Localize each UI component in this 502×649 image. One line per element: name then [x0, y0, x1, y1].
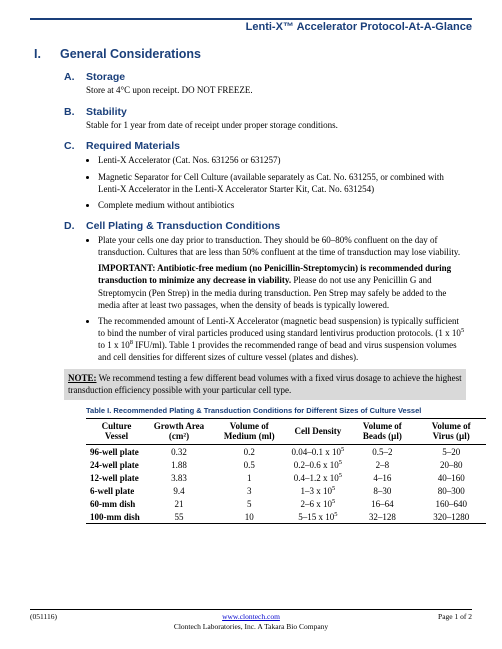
plating-list: Plate your cells one day prior to transd…	[86, 234, 466, 363]
h2-storage: A.Storage	[64, 71, 472, 83]
list-item: Complete medium without antibiotics	[98, 199, 466, 211]
note-box: NOTE: We recommend testing a few differe…	[64, 369, 466, 399]
storage-text: Store at 4°C upon receipt. DO NOT FREEZE…	[86, 85, 466, 97]
h1-general: I.General Considerations	[34, 47, 472, 61]
table-row: 100-mm dish55105–15 x 10532–128320–1280	[86, 510, 486, 524]
table-row: 60-mm dish2152–6 x 10516–64160–640	[86, 497, 486, 510]
table-row: 6-well plate9.431–3 x 1058–3080–300	[86, 484, 486, 497]
h2-plating: D.Cell Plating & Transduction Conditions	[64, 220, 472, 232]
h2-stability: B.Stability	[64, 106, 472, 118]
page-footer: (051116) www.clontech.com Page 1 of 2 Cl…	[30, 609, 472, 631]
h2-materials: C.Required Materials	[64, 140, 472, 152]
table-row: 24-well plate1.880.50.2–0.6 x 1052–820–8…	[86, 458, 486, 471]
materials-list: Lenti-X Accelerator (Cat. Nos. 631256 or…	[86, 154, 466, 211]
stability-text: Stable for 1 year from date of receipt u…	[86, 120, 466, 132]
footer-link[interactable]: www.clontech.com	[222, 612, 280, 621]
h1-num: I.	[34, 47, 60, 61]
list-item: Magnetic Separator for Cell Culture (ava…	[98, 171, 466, 195]
table-row: 12-well plate3.8310.4–1.2 x 1054–1640–16…	[86, 471, 486, 484]
page-header: Lenti-X™ Accelerator Protocol-At-A-Glanc…	[30, 21, 472, 33]
table-caption: Table I. Recommended Plating & Transduct…	[86, 406, 466, 415]
footer-sub: Clontech Laboratories, Inc. A Takara Bio…	[30, 622, 472, 631]
list-item: Plate your cells one day prior to transd…	[98, 234, 466, 311]
list-item: Lenti-X Accelerator (Cat. Nos. 631256 or…	[98, 154, 466, 166]
list-item: The recommended amount of Lenti-X Accele…	[98, 315, 466, 364]
table-row: 96-well plate0.320.20.04–0.1 x 1050.5–25…	[86, 445, 486, 459]
h1-title: General Considerations	[60, 47, 201, 61]
conditions-table: Culture Vessel Growth Area (cm²) Volume …	[86, 418, 486, 525]
